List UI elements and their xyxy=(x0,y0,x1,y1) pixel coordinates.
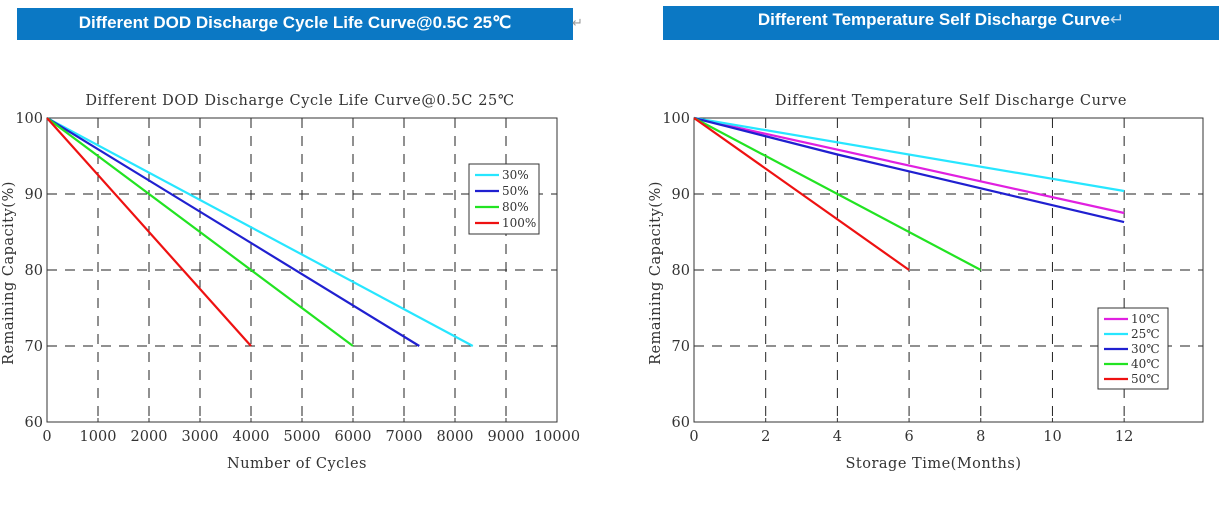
x-tick-label: 2 xyxy=(761,429,770,445)
x-tick-label: 6 xyxy=(904,429,913,445)
legend-label: 80% xyxy=(502,200,529,214)
y-tick-label: 70 xyxy=(672,339,690,355)
series-line-100% xyxy=(46,117,252,347)
y-tick-label: 80 xyxy=(672,263,690,279)
chart-title: Different Temperature Self Discharge Cur… xyxy=(775,93,1127,109)
series-line-50% xyxy=(46,117,420,347)
legend-label: 30% xyxy=(502,168,529,182)
legend-label: 50% xyxy=(502,184,529,198)
x-tick-label: 1000 xyxy=(80,429,117,445)
x-tick-label: 12 xyxy=(1115,429,1133,445)
chart-banner-left: Different DOD Discharge Cycle Life Curve… xyxy=(17,8,573,40)
return-mark-right: ↵ xyxy=(1109,10,1125,29)
x-tick-label: 0 xyxy=(42,429,51,445)
plot-frame xyxy=(693,117,1204,423)
y-tick-label: 60 xyxy=(672,415,690,431)
y-tick-label: 80 xyxy=(25,263,43,279)
x-axis-label: Number of Cycles xyxy=(227,456,367,472)
series-line-40℃ xyxy=(693,117,982,271)
x-tick-label: 8 xyxy=(976,429,985,445)
legend-label: 50℃ xyxy=(1131,372,1160,386)
series-line-80% xyxy=(46,117,354,347)
series-line-30℃ xyxy=(693,116,1125,224)
y-tick-label: 90 xyxy=(672,187,690,203)
return-mark-left: ↵ xyxy=(572,16,583,31)
y-tick-label: 100 xyxy=(662,111,690,127)
x-tick-label: 4 xyxy=(833,429,842,445)
x-tick-label: 4000 xyxy=(233,429,270,445)
series-line-30% xyxy=(46,117,474,347)
y-axis-label: Remaining Capacity(%) xyxy=(1,181,17,365)
x-axis-label: Storage Time(Months) xyxy=(845,456,1021,472)
x-tick-label: 9000 xyxy=(488,429,525,445)
legend-label: 25℃ xyxy=(1131,327,1160,341)
chart-banner-right-text: Different Temperature Self Discharge Cur… xyxy=(757,10,1110,29)
legend-label: 100% xyxy=(502,216,536,230)
y-axis-label: Remaining Capacity(%) xyxy=(648,181,664,365)
y-tick-label: 90 xyxy=(25,187,43,203)
y-tick-label: 60 xyxy=(25,415,43,431)
x-tick-label: 3000 xyxy=(182,429,219,445)
x-tick-label: 6000 xyxy=(335,429,372,445)
x-tick-label: 10000 xyxy=(534,429,580,445)
x-tick-label: 5000 xyxy=(284,429,321,445)
dod-cycle-life-chart: Different DOD Discharge Cycle Life Curve… xyxy=(1,93,580,472)
legend-label: 30℃ xyxy=(1131,342,1160,356)
series-line-50℃ xyxy=(693,117,910,271)
chart-title: Different DOD Discharge Cycle Life Curve… xyxy=(85,93,514,109)
series-line-10℃ xyxy=(693,116,1125,215)
x-tick-label: 8000 xyxy=(437,429,474,445)
y-tick-label: 70 xyxy=(25,339,43,355)
legend-label: 10℃ xyxy=(1131,312,1160,326)
chart-banner-right: Different Temperature Self Discharge Cur… xyxy=(663,6,1219,40)
x-tick-label: 10 xyxy=(1043,429,1061,445)
series-line-25℃ xyxy=(693,116,1125,193)
legend-label: 40℃ xyxy=(1131,357,1160,371)
x-tick-label: 2000 xyxy=(131,429,168,445)
y-tick-label: 100 xyxy=(15,111,43,127)
x-tick-label: 7000 xyxy=(386,429,423,445)
x-tick-label: 0 xyxy=(689,429,698,445)
grid xyxy=(47,118,558,422)
